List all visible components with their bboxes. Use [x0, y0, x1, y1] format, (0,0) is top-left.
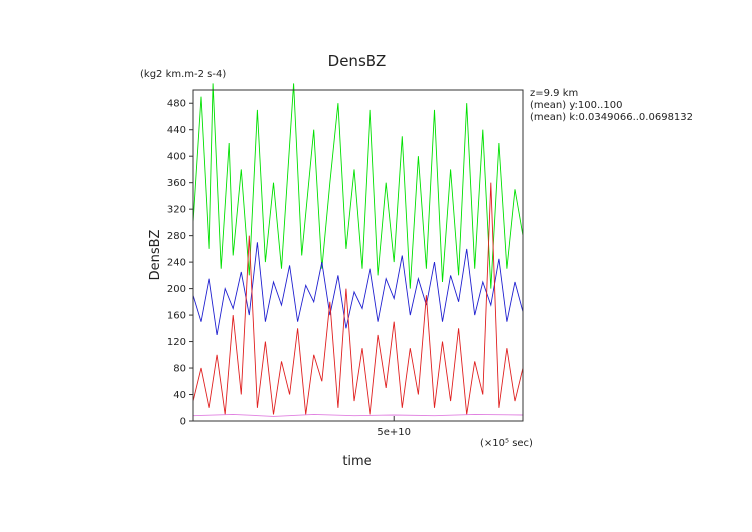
y-units-label: (kg2 km.m-2 s-4) [140, 69, 226, 80]
annotation-z: z=9.9 km [530, 88, 578, 99]
y-tick-label: 160 [167, 311, 186, 322]
series-line-1 [192, 242, 524, 335]
y-axis: 0 40 80 120 160 200 240 280 320 360 400 440 480 [167, 99, 193, 428]
y-axis-title: DensBZ [148, 229, 163, 280]
x-axis-title: time [342, 454, 371, 469]
annotation-mean-k: (mean) k:0.0349066..0.0698132 [530, 112, 693, 123]
y-tick-label: 120 [167, 337, 186, 348]
y-tick-label: 360 [167, 178, 186, 189]
y-tick-label: 320 [167, 205, 186, 216]
x-axis: 5e+10 [377, 416, 411, 438]
annotation-mean-y: (mean) y:100..100 [530, 100, 622, 111]
y-tick-label: 480 [167, 99, 186, 110]
x-units-label: (×10⁵ sec) [480, 438, 533, 449]
y-tick-label: 0 [180, 417, 186, 428]
series-line-2 [192, 182, 524, 415]
series-line-0 [192, 83, 524, 289]
y-tick-label: 80 [173, 364, 186, 375]
y-tick-label: 200 [167, 284, 186, 295]
y-tick-label: 440 [167, 125, 186, 136]
series-line-3 [192, 413, 524, 417]
chart-title: DensBZ [328, 52, 387, 70]
y-tick-label: 40 [173, 390, 186, 401]
plot-frame [192, 89, 524, 422]
series-layer [192, 83, 524, 417]
x-tick-label: 5e+10 [377, 427, 411, 438]
y-tick-label: 280 [167, 231, 186, 242]
y-tick-label: 400 [167, 152, 186, 163]
y-tick-label: 240 [167, 258, 186, 269]
